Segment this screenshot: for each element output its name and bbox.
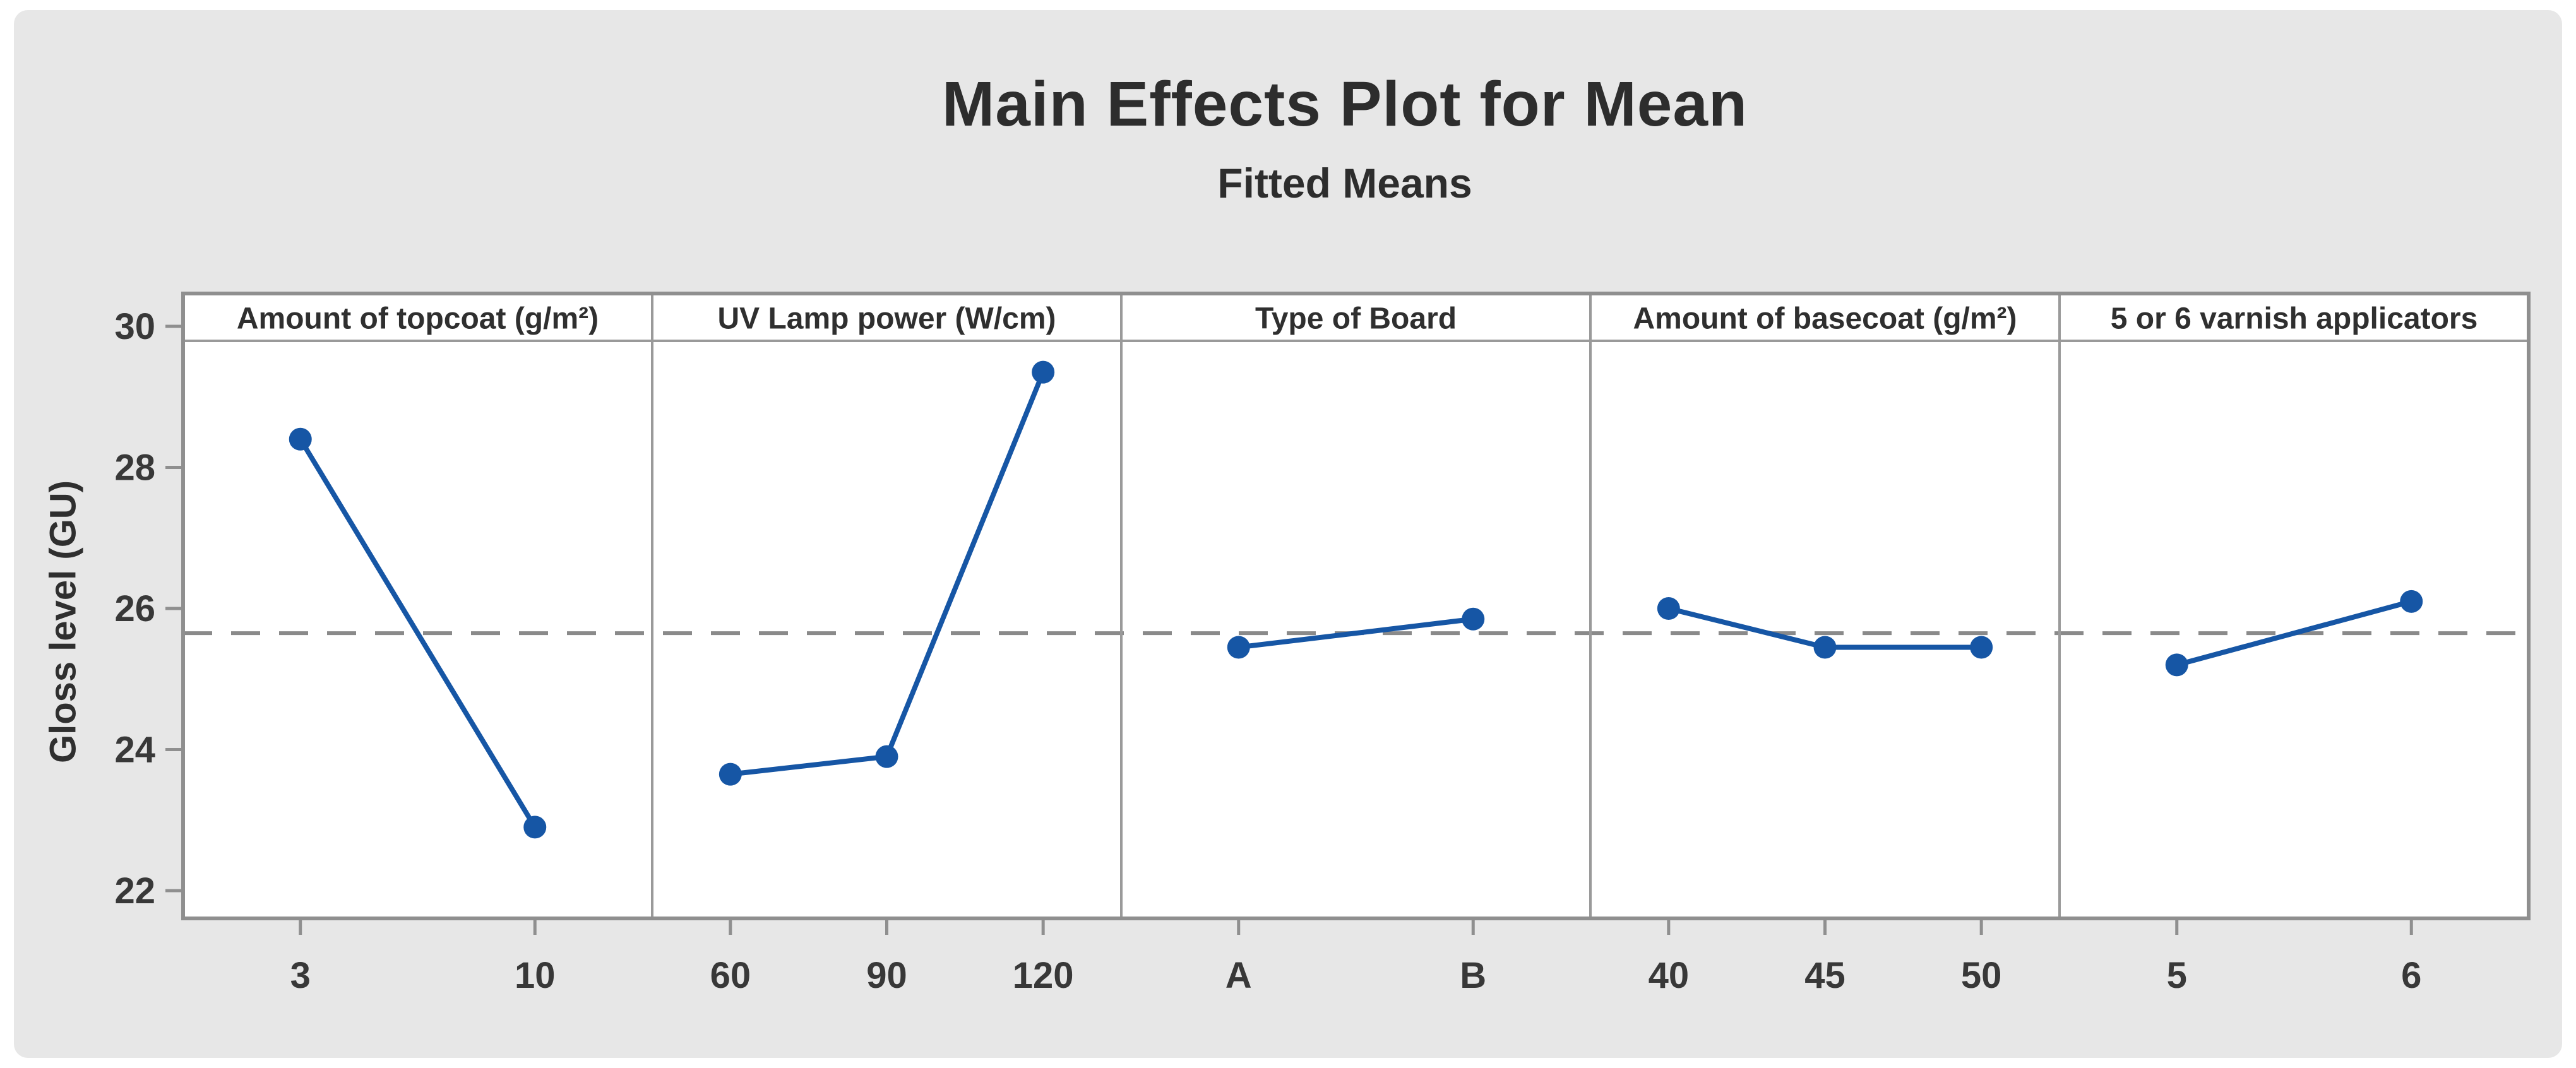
x-tick-label: 3 — [290, 955, 311, 996]
x-tick-label: 60 — [710, 955, 751, 996]
chart-subtitle: Fitted Means — [1217, 160, 1472, 206]
data-point-marker — [1462, 607, 1485, 631]
x-tick-label: 6 — [2401, 955, 2421, 996]
panel-header-label: Amount of topcoat (g/m²) — [237, 302, 599, 336]
data-point-marker — [289, 427, 312, 451]
plot-frame — [181, 292, 2531, 920]
data-point-marker — [1032, 360, 1055, 384]
y-tick-label: 22 — [114, 870, 155, 911]
x-tick-label: 45 — [1804, 955, 1846, 996]
series-line — [1238, 616, 1474, 650]
data-point-marker — [1813, 636, 1837, 659]
panel-header-label: Type of Board — [1255, 302, 1457, 336]
x-tick-label: 10 — [515, 955, 556, 996]
data-point-marker — [1227, 636, 1250, 659]
data-point-marker — [1970, 636, 1993, 659]
panel-header-label: UV Lamp power (W/cm) — [717, 302, 1056, 336]
data-point-marker — [1657, 597, 1680, 620]
plot-background — [183, 294, 2529, 918]
y-tick-label: 28 — [114, 448, 155, 489]
x-tick-label: 5 — [2167, 955, 2187, 996]
x-tick-label: 90 — [866, 955, 907, 996]
x-tick-label: B — [1460, 955, 1486, 996]
x-tick-label: 40 — [1649, 955, 1690, 996]
x-tick-label: 120 — [1013, 955, 1074, 996]
panel-header-label: 5 or 6 varnish applicators — [2111, 302, 2478, 336]
data-point-marker — [719, 762, 742, 786]
panel-header-label: Amount of basecoat (g/m²) — [1633, 302, 2017, 336]
series-line — [2176, 598, 2412, 668]
data-point-marker — [523, 816, 547, 839]
chart-title: Main Effects Plot for Mean — [941, 69, 1748, 139]
x-tick-label: A — [1225, 955, 1252, 996]
data-point-marker — [2400, 590, 2423, 613]
data-point-marker — [875, 745, 898, 768]
data-point-marker — [2165, 653, 2188, 677]
x-tick-label: 50 — [1961, 955, 2002, 996]
y-tick-label: 30 — [114, 306, 155, 347]
y-tick-label: 26 — [114, 588, 155, 629]
y-tick-label: 24 — [114, 730, 155, 771]
series-line — [298, 437, 537, 829]
